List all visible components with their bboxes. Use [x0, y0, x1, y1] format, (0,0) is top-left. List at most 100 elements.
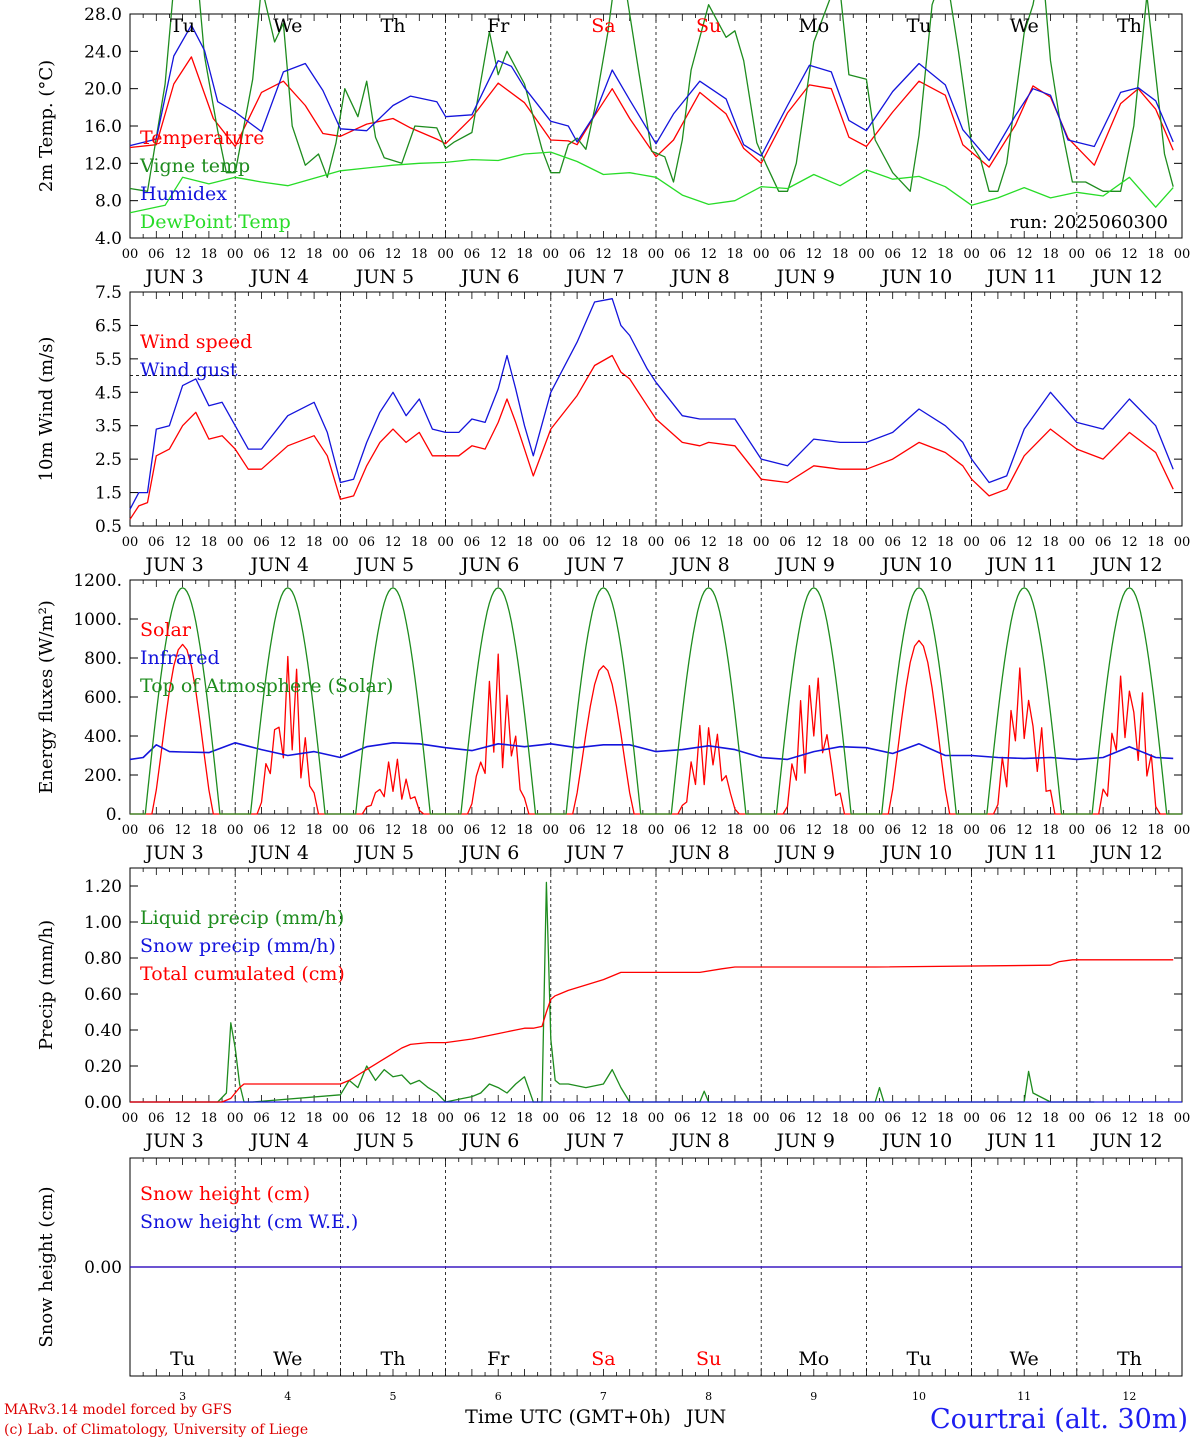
- hour-tick-label: 18: [516, 247, 533, 262]
- hour-tick-label: 06: [1095, 1111, 1112, 1126]
- date-label: JUN 8: [669, 554, 729, 576]
- hour-tick-label: 00: [858, 1111, 875, 1126]
- y-tick-label: 600.: [84, 688, 122, 708]
- hour-tick-label: 18: [201, 247, 218, 262]
- weekday-label: Su: [696, 1348, 721, 1370]
- hour-ticks: [129, 14, 1183, 238]
- hour-tick-label: 00: [543, 247, 560, 262]
- hour-tick-label: 06: [674, 535, 691, 550]
- panel-3: 0. 200. 400. 600. 800. 1000. 1200. Energy fluxe…: [36, 571, 1190, 864]
- hour-tick-label: 00: [543, 535, 560, 550]
- hour-tick-label: 18: [1042, 823, 1059, 838]
- hour-tick-label: 18: [516, 535, 533, 550]
- hour-tick-label: 12: [595, 535, 612, 550]
- hour-tick-label: 00: [227, 535, 244, 550]
- date-label: 11: [1017, 1390, 1031, 1403]
- hour-tick-label: 06: [253, 1111, 270, 1126]
- hour-tick-label: 06: [779, 535, 796, 550]
- y-tick-label: 0.20: [84, 1057, 122, 1077]
- date-label: JUN 7: [564, 554, 624, 576]
- hour-tick-label: 12: [806, 247, 823, 262]
- hour-tick-label: 06: [148, 535, 165, 550]
- hour-tick-label: 18: [621, 1111, 638, 1126]
- weekday-label: Mo: [798, 1348, 829, 1370]
- legend-humidex: Humidex: [140, 183, 227, 205]
- x-axis-title: Time UTC (GMT+0h): [465, 1406, 671, 1428]
- hour-tick-label: 06: [779, 247, 796, 262]
- hour-tick-label: 18: [201, 1111, 218, 1126]
- hour-tick-label: 18: [201, 535, 218, 550]
- hour-tick-label: 18: [937, 823, 954, 838]
- hour-tick-label: 06: [779, 1111, 796, 1126]
- weekday-label: Tu: [907, 15, 932, 37]
- hour-tick-label: 06: [674, 247, 691, 262]
- date-label: JUN 12: [1090, 842, 1162, 864]
- legend-wind-gust: Wind gust: [140, 359, 238, 381]
- hour-tick-label: 12: [280, 535, 297, 550]
- date-label: JUN 10: [880, 1130, 952, 1152]
- panel-1: 4.0 8.0 12.0 16.0 20.0 24.0 28.0 2m Temp. (°C) 0…: [36, 0, 1190, 288]
- weekday-label: Mo: [798, 15, 829, 37]
- hour-tick-label: 12: [174, 247, 191, 262]
- series-group: [129, 0, 1174, 214]
- hour-tick-label: 00: [437, 535, 454, 550]
- hour-tick-label: 12: [911, 535, 928, 550]
- hour-tick-label: 00: [332, 823, 349, 838]
- weekday-label: We: [1010, 15, 1039, 37]
- panel-2: 0.5 1.5 2.5 3.5 4.5 5.5 6.5 7.5 10m Wind (m/s) 00…: [36, 283, 1190, 576]
- hour-tick-label: 06: [1095, 247, 1112, 262]
- hour-tick-label: 06: [884, 535, 901, 550]
- y-tick-label: 0.00: [84, 1093, 122, 1113]
- y-axis-label: 10m Wind (m/s): [36, 337, 57, 482]
- y-tick-label: 0.80: [84, 949, 122, 969]
- legend-temperature: Temperature: [140, 127, 264, 149]
- y-axis-label: 2m Temp. (°C): [36, 60, 57, 192]
- panel-frame: [129, 13, 1183, 239]
- y-tick-label: 1.5: [95, 484, 122, 504]
- hour-tick-label: 00: [332, 247, 349, 262]
- hour-tick-label: 06: [990, 1111, 1007, 1126]
- hour-tick-label: 06: [990, 535, 1007, 550]
- hour-tick-label: 18: [411, 247, 428, 262]
- hour-tick-label: 18: [1147, 247, 1164, 262]
- date-label: JUN 5: [354, 1130, 414, 1152]
- hour-tick-label: 00: [543, 823, 560, 838]
- y-tick-label: 2.5: [95, 450, 122, 470]
- panel-5: 0.00 Snow height (cm) Snow height (cm) Snow…: [36, 1157, 1183, 1403]
- hour-tick-label: 06: [464, 823, 481, 838]
- hour-tick-label: 18: [1042, 535, 1059, 550]
- location-title: Courtrai (alt. 30m): [930, 1404, 1188, 1435]
- weekday-label: Fr: [487, 1348, 510, 1370]
- hour-tick-label: 06: [253, 823, 270, 838]
- hour-tick-label: 12: [1016, 247, 1033, 262]
- weekday-label: Tu: [907, 1348, 932, 1370]
- series-vigne-temp: [129, 0, 1174, 192]
- hour-tick-label: 00: [122, 247, 139, 262]
- hour-tick-label: 00: [227, 247, 244, 262]
- hour-tick-label: 06: [779, 823, 796, 838]
- hour-tick-label: 06: [464, 1111, 481, 1126]
- hour-tick-label: 12: [174, 1111, 191, 1126]
- hour-tick-label: 06: [253, 535, 270, 550]
- y-tick-label: 16.0: [84, 117, 122, 137]
- hour-ticks: [129, 580, 1183, 814]
- y-tick-label: 0.40: [84, 1021, 122, 1041]
- date-label: JUN 6: [459, 1130, 519, 1152]
- date-label: JUN 12: [1090, 266, 1162, 288]
- hour-tick-label: 00: [1174, 247, 1191, 262]
- hour-tick-label: 06: [1095, 823, 1112, 838]
- date-label: 5: [390, 1390, 397, 1403]
- hour-tick-label: 18: [411, 823, 428, 838]
- series-infrared: [129, 742, 1174, 761]
- series-total-cumulated-cm: [130, 959, 1174, 1103]
- hour-tick-label: 06: [464, 247, 481, 262]
- hour-tick-label: 00: [648, 1111, 665, 1126]
- hour-tick-label: 12: [174, 823, 191, 838]
- series-humidex: [129, 24, 1174, 162]
- date-label: JUN 5: [354, 266, 414, 288]
- date-label: 7: [600, 1390, 607, 1403]
- hour-tick-label: 00: [648, 823, 665, 838]
- hour-tick-label: 06: [884, 1111, 901, 1126]
- series-wind-speed: [129, 354, 1174, 520]
- hour-tick-label: 12: [490, 823, 507, 838]
